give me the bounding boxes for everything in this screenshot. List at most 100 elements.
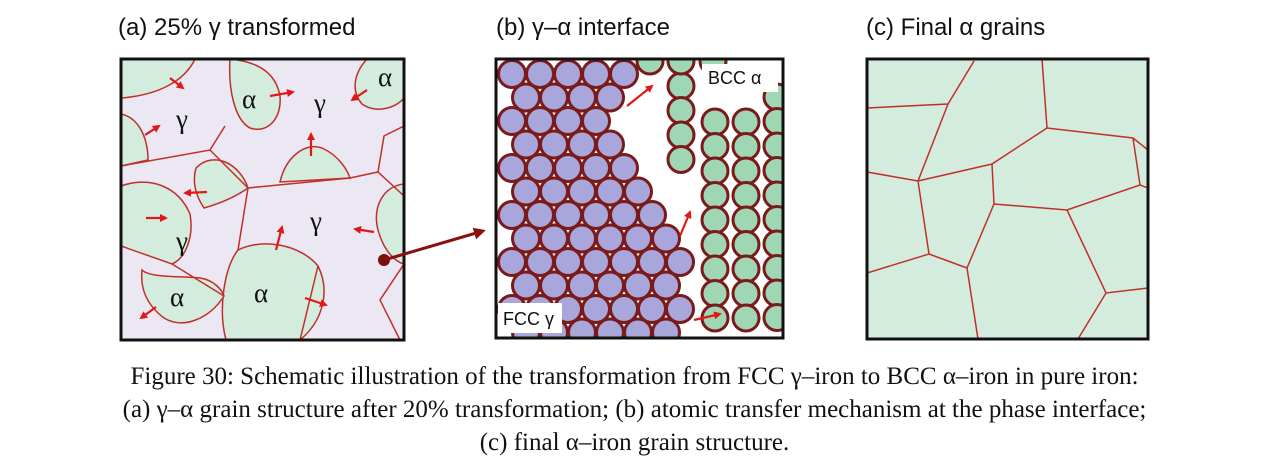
bcc-atom xyxy=(666,59,696,76)
bcc-atom xyxy=(700,156,730,186)
fcc-atom xyxy=(665,294,695,324)
alpha-label: α xyxy=(242,84,256,114)
fcc-atom xyxy=(623,176,653,207)
panel-a-frame xyxy=(119,57,406,342)
fcc-atom xyxy=(623,317,653,338)
bcc-label: BCC α xyxy=(708,68,761,88)
alpha-nucleus xyxy=(193,159,249,209)
growth-arrow xyxy=(269,89,295,98)
bcc-atom xyxy=(731,156,761,186)
atom-jump-arrow xyxy=(678,210,692,237)
bcc-atom xyxy=(700,181,730,210)
growth-arrow xyxy=(304,296,328,307)
bcc-atom xyxy=(762,156,783,185)
panel-c-title: (c) Final α grains xyxy=(866,14,1046,41)
fcc-atom xyxy=(651,223,681,254)
atom-jump-arrows xyxy=(626,84,722,322)
growth-arrow xyxy=(274,225,285,251)
bcc-atom xyxy=(666,96,696,125)
bcc-atom xyxy=(762,131,783,161)
growth-arrow xyxy=(353,225,375,234)
gamma-label: γ xyxy=(175,104,188,134)
bcc-atom xyxy=(731,107,761,137)
bcc-atom xyxy=(700,230,730,259)
fcc-atom xyxy=(595,82,625,113)
bcc-atom xyxy=(700,132,730,161)
bcc-atom xyxy=(762,303,783,332)
gamma-label: γ xyxy=(309,206,322,236)
alpha-nucleus xyxy=(221,243,325,340)
growth-arrow xyxy=(139,306,157,320)
bcc-atom xyxy=(700,107,730,137)
fcc-atom xyxy=(609,153,639,183)
panel-b-interface: BCC α FCC γ xyxy=(494,57,785,340)
bcc-atom xyxy=(731,181,761,210)
alpha-label: α xyxy=(170,282,184,312)
gamma-label: γ xyxy=(175,226,188,256)
panel-a-grain-structure: γ γ γ γ α α α α xyxy=(119,57,406,342)
bcc-atom xyxy=(762,107,783,136)
bcc-atom xyxy=(700,279,730,308)
figure-caption-line-3: (c) final α–iron grain structure. xyxy=(479,429,790,456)
panel-b-title: (b) γ–α interface xyxy=(496,14,670,41)
gamma-label: γ xyxy=(313,88,326,118)
bcc-atom xyxy=(731,205,761,235)
bcc-atom xyxy=(731,230,761,259)
fcc-atom xyxy=(595,129,625,160)
panel-b-frame xyxy=(494,57,785,340)
figure-caption-line-2: (a) γ–α grain structure after 20% transf… xyxy=(122,396,1147,423)
growth-arrows xyxy=(139,77,375,320)
alpha-nucleus xyxy=(121,59,196,99)
zoom-connector xyxy=(378,227,486,266)
grain-boundaries xyxy=(121,125,404,340)
bcc-atom xyxy=(731,132,761,161)
bcc-atom xyxy=(666,71,696,101)
bcc-atom xyxy=(666,145,696,174)
bcc-atom xyxy=(762,180,783,210)
alpha-nucleus xyxy=(354,59,404,110)
fcc-atom xyxy=(651,317,681,338)
alpha-nucleus xyxy=(121,113,149,167)
panel-a-title: (a) 25% γ transformed xyxy=(118,14,356,41)
panel-c-frame xyxy=(865,57,1150,341)
fcc-atom xyxy=(581,106,611,136)
panel-a-labels: γ γ γ γ α α α α xyxy=(170,62,392,312)
fcc-label-bg xyxy=(498,303,562,333)
bcc-atom xyxy=(731,303,761,333)
alpha-label: α xyxy=(378,62,392,92)
fcc-atom xyxy=(595,317,625,338)
growth-arrow xyxy=(183,188,208,197)
alpha-nuclei xyxy=(121,59,404,340)
grain-boundaries xyxy=(867,59,1148,339)
alpha-nucleus xyxy=(121,181,192,265)
growth-arrow xyxy=(350,89,368,102)
figure-canvas: γ γ γ γ α α α α xyxy=(119,57,1150,342)
alpha-nucleus xyxy=(279,145,352,183)
bcc-atom xyxy=(700,254,730,284)
bcc-atom xyxy=(635,59,665,76)
alpha-nucleus xyxy=(375,183,404,265)
atom-lattice xyxy=(497,59,783,338)
alpha-label: α xyxy=(254,278,268,308)
bcc-atom xyxy=(700,205,730,235)
bcc-atom xyxy=(762,205,783,234)
atom-jump-arrow xyxy=(693,311,722,322)
fcc-atom xyxy=(567,317,597,338)
growth-arrow xyxy=(144,124,161,136)
fcc-atom xyxy=(637,200,667,230)
growth-arrow xyxy=(169,77,185,90)
figure-caption-line-1: Figure 30: Schematic illustration of the… xyxy=(130,363,1139,390)
alpha-nucleus xyxy=(228,59,281,130)
fcc-atom xyxy=(665,247,695,277)
bcc-atom xyxy=(762,254,783,283)
bcc-atom xyxy=(762,278,783,308)
fcc-label: FCC γ xyxy=(503,309,554,329)
bcc-atom xyxy=(666,120,696,150)
atom-jump-arrow xyxy=(626,84,654,107)
bcc-atom xyxy=(731,279,761,308)
zoom-arrow xyxy=(383,227,486,262)
panel-c-final-grains xyxy=(865,57,1150,341)
fcc-atom xyxy=(651,270,681,301)
bcc-atom xyxy=(762,229,783,259)
bcc-atom xyxy=(731,254,761,284)
